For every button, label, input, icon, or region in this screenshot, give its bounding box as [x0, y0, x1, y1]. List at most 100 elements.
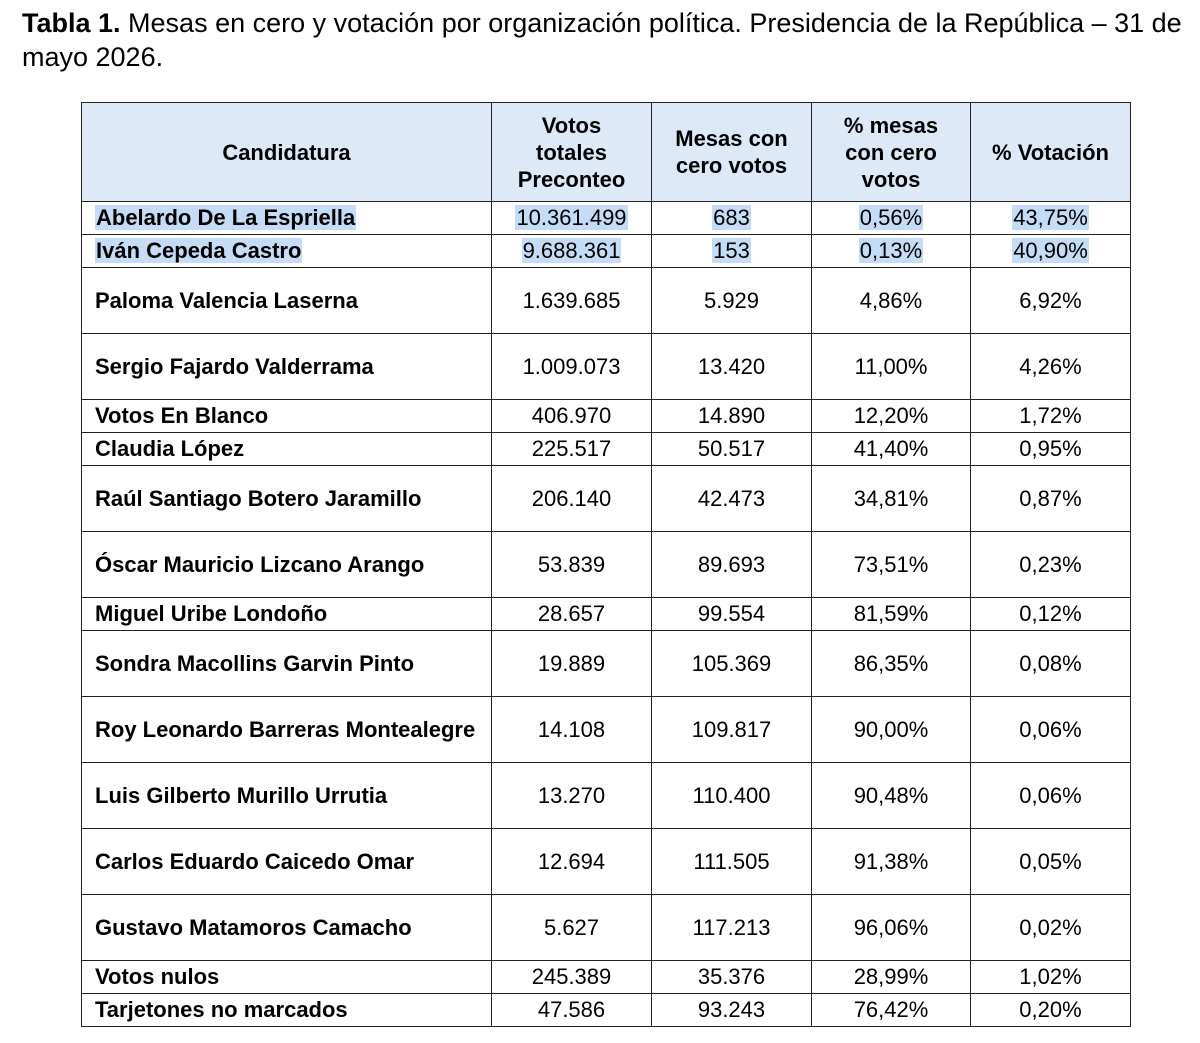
total-votes-cell: 12.694 [491, 828, 652, 895]
zero-vote-tables: 109.817 [691, 716, 772, 742]
zero-vote-tables-cell: 89.693 [651, 531, 812, 598]
pct-vote-cell: 0,05% [970, 828, 1131, 895]
zero-vote-tables: 89.693 [697, 551, 766, 577]
candidate-name-cell: Carlos Eduardo Caicedo Omar [81, 828, 492, 895]
pct-vote-cell: 4,26% [970, 333, 1131, 400]
zero-vote-tables-cell: 153 [651, 234, 812, 268]
candidate-name-cell: Paloma Valencia Laserna [81, 267, 492, 334]
zero-vote-tables-cell: 93.243 [651, 993, 812, 1027]
candidate-name-cell: Sergio Fajardo Valderrama [81, 333, 492, 400]
pct-vote-cell: 0,95% [970, 432, 1131, 466]
pct-vote: 0,05% [1019, 848, 1082, 874]
candidate-name: Carlos Eduardo Caicedo Omar [95, 848, 415, 874]
pct-zero-tables: 34,81% [853, 485, 929, 511]
zero-vote-tables: 110.400 [692, 782, 771, 808]
pct-zero-tables-cell: 96,06% [811, 894, 971, 961]
zero-vote-tables: 111.505 [693, 848, 770, 874]
table-row: Gustavo Matamoros Camacho 5.627 117.213 96,… [81, 894, 1131, 961]
pct-zero-tables-cell: 12,20% [811, 399, 971, 433]
table-row: Tarjetones no marcados 47.586 93.243 76,42%… [81, 993, 1131, 1027]
zero-vote-tables-cell: 5.929 [651, 267, 812, 334]
table-row: Votos En Blanco 406.970 14.890 12,20% 1,72% [81, 399, 1131, 433]
pct-vote: 0,12% [1019, 601, 1082, 626]
table-row: Abelardo De La Espriella 10.361.499 683 0,5… [81, 201, 1131, 235]
pct-zero-tables-cell: 0,56% [811, 201, 971, 235]
pct-vote-cell: 1,02% [970, 960, 1131, 994]
pct-vote: 0,06% [1019, 782, 1082, 808]
total-votes-cell: 1.009.073 [491, 333, 652, 400]
total-votes: 5.627 [543, 914, 600, 940]
candidate-name-cell: Votos En Blanco [81, 399, 492, 433]
total-votes: 9.688.361 [521, 238, 622, 263]
pct-zero-tables-cell: 73,51% [811, 531, 971, 598]
total-votes: 406.970 [531, 403, 612, 428]
header-row: Candidatura Votos totales Preconteo Mesa… [81, 102, 1131, 202]
table-row: Votos nulos 245.389 35.376 28,99% 1,02% [81, 960, 1131, 994]
pct-vote-cell: 0,12% [970, 597, 1131, 631]
zero-vote-tables-cell: 99.554 [651, 597, 812, 631]
col-header-pct-votacion: % Votación [970, 102, 1131, 202]
pct-vote-cell: 0,02% [970, 894, 1131, 961]
zero-vote-tables-cell: 42.473 [651, 465, 812, 532]
table-caption: Tabla 1. Mesas en cero y votación por or… [22, 6, 1192, 74]
candidate-name-cell: Luis Gilberto Murillo Urrutia [81, 762, 492, 829]
candidate-name-cell: Iván Cepeda Castro [81, 234, 492, 268]
pct-zero-tables-cell: 0,13% [811, 234, 971, 268]
zero-vote-tables: 14.890 [697, 403, 766, 428]
zero-vote-tables: 5.929 [703, 287, 760, 313]
pct-zero-tables: 12,20% [853, 403, 929, 428]
pct-zero-tables: 90,48% [853, 782, 929, 808]
zero-vote-tables-cell: 13.420 [651, 333, 812, 400]
total-votes-cell: 47.586 [491, 993, 652, 1027]
pct-vote-cell: 43,75% [970, 201, 1131, 235]
candidate-name: Iván Cepeda Castro [95, 238, 303, 263]
candidate-name: Sergio Fajardo Valderrama [95, 353, 374, 379]
zero-vote-tables-cell: 14.890 [651, 399, 812, 433]
pct-vote-cell: 0,06% [970, 762, 1131, 829]
candidate-name-cell: Sondra Macollins Garvin Pinto [81, 630, 492, 697]
table-body: Abelardo De La Espriella 10.361.499 683 0,5… [81, 201, 1131, 1027]
candidate-name-cell: Gustavo Matamoros Camacho [81, 894, 492, 961]
pct-vote: 6,92% [1019, 287, 1082, 313]
candidate-name: Paloma Valencia Laserna [95, 287, 358, 313]
pct-zero-tables: 73,51% [853, 551, 929, 577]
col-header-votos: Votos totales Preconteo [491, 102, 652, 202]
zero-vote-tables: 13.420 [697, 353, 766, 379]
total-votes-cell: 1.639.685 [491, 267, 652, 334]
candidate-name-cell: Abelardo De La Espriella [81, 201, 492, 235]
total-votes: 206.140 [531, 485, 612, 511]
zero-vote-tables-cell: 35.376 [651, 960, 812, 994]
candidate-name: Roy Leonardo Barreras Montealegre [95, 716, 476, 742]
total-votes-cell: 13.270 [491, 762, 652, 829]
candidate-name-cell: Raúl Santiago Botero Jaramillo [81, 465, 492, 532]
candidate-name: Votos En Blanco [95, 403, 269, 428]
candidate-name-cell: Roy Leonardo Barreras Montealegre [81, 696, 492, 763]
total-votes-cell: 206.140 [491, 465, 652, 532]
pct-zero-tables: 90,00% [853, 716, 929, 742]
total-votes: 225.517 [531, 436, 612, 461]
table-row: Miguel Uribe Londoño 28.657 99.554 81,59% 0,… [81, 597, 1131, 631]
total-votes-cell: 28.657 [491, 597, 652, 631]
total-votes: 10.361.499 [515, 205, 628, 230]
pct-vote: 0,06% [1019, 716, 1082, 742]
table-row: Carlos Eduardo Caicedo Omar 12.694 111.505… [81, 828, 1131, 895]
pct-zero-tables-cell: 91,38% [811, 828, 971, 895]
candidate-name-cell: Votos nulos [81, 960, 492, 994]
caption-text: Mesas en cero y votación por organizació… [22, 8, 1182, 72]
total-votes-cell: 245.389 [491, 960, 652, 994]
pct-zero-tables-cell: 28,99% [811, 960, 971, 994]
pct-zero-tables-cell: 86,35% [811, 630, 971, 697]
pct-vote-cell: 40,90% [970, 234, 1131, 268]
zero-vote-tables-cell: 111.505 [651, 828, 812, 895]
total-votes-cell: 406.970 [491, 399, 652, 433]
total-votes: 12.694 [537, 848, 606, 874]
zero-vote-tables: 42.473 [697, 485, 766, 511]
pct-zero-tables: 76,42% [853, 997, 929, 1022]
pct-zero-tables: 81,59% [853, 601, 929, 626]
table-row: Roy Leonardo Barreras Montealegre 14.108 1… [81, 696, 1131, 763]
candidate-name: Luis Gilberto Murillo Urrutia [95, 782, 388, 808]
candidate-name: Votos nulos [95, 964, 220, 989]
pct-zero-tables: 86,35% [853, 650, 929, 676]
total-votes-cell: 225.517 [491, 432, 652, 466]
pct-vote: 0,20% [1019, 997, 1082, 1022]
